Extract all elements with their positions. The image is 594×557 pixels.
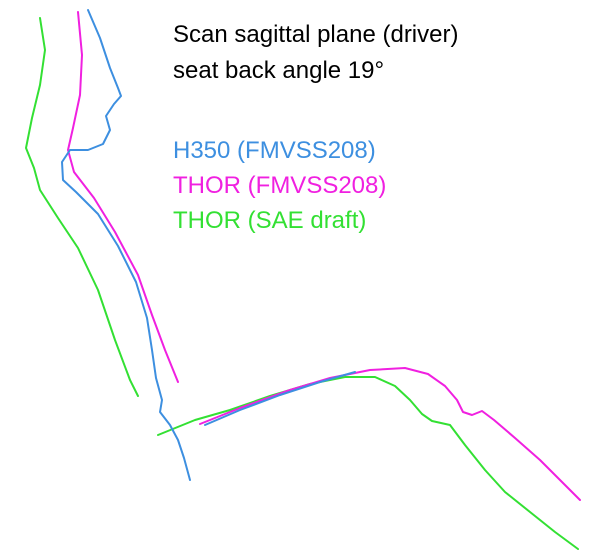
profile-curve xyxy=(68,12,178,382)
title-line: Scan sagittal plane (driver) xyxy=(173,21,458,48)
profile-curve xyxy=(200,368,580,500)
title-line: seat back angle 19° xyxy=(173,57,384,84)
legend-entry: THOR (SAE draft) xyxy=(173,207,366,234)
legend-entry: THOR (FMVSS208) xyxy=(173,172,386,199)
legend-entry: H350 (FMVSS208) xyxy=(173,137,376,164)
profile-curve xyxy=(158,377,578,549)
diagram: Scan sagittal plane (driver) seat back a… xyxy=(0,0,594,557)
